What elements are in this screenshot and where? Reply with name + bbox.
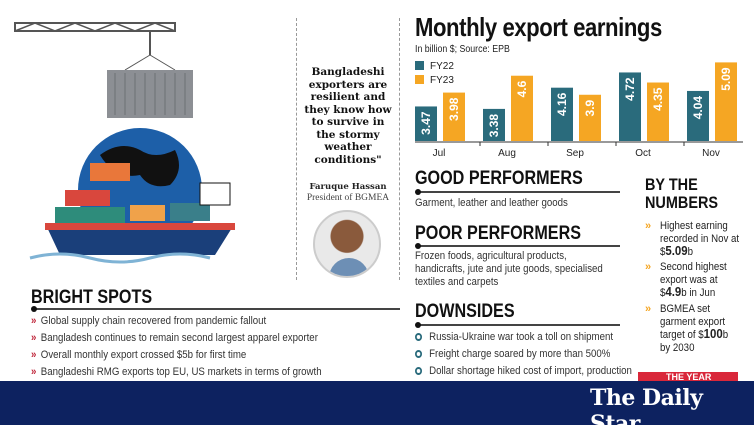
bar-fy23-nov <box>715 62 737 141</box>
legend-swatch <box>415 75 424 84</box>
bright-item: » Overall monthly export crossed $5b for … <box>31 349 246 361</box>
poor-line-1: Frozen foods, agricultural products, <box>415 250 567 262</box>
number-value: 5.09 <box>665 243 688 258</box>
good-rule <box>415 189 620 195</box>
chevron-right-icon: » <box>645 220 652 232</box>
bar-chart: FY22 FY23 3.47 3.98 Jul 3.38 4.6 Aug 4.16 3.9 Sep 4… <box>415 61 743 159</box>
bright-item: » Global supply chain recovered from pand… <box>31 315 266 327</box>
downside-item: Russia-Ukraine war took a toll on shipme… <box>415 331 613 343</box>
number-suffix: b <box>687 246 694 258</box>
number-text: BGMEA set <box>660 303 711 315</box>
bright-text: Overall monthly export crossed $5b for f… <box>40 349 247 361</box>
number-item: » Second highest export was at $4.9b in … <box>645 261 736 300</box>
bright-item: » Bangladesh continues to remain second l… <box>31 332 318 344</box>
circle-bullet-icon <box>415 333 423 341</box>
x-tick-label: Oct <box>635 148 651 159</box>
bar-value-label: 4.04 <box>691 96 705 120</box>
downside-text: Russia-Ukraine war took a toll on shipme… <box>429 331 614 343</box>
number-suffix: b in Jun <box>681 287 716 299</box>
number-currency: $ <box>660 287 666 299</box>
circle-bullet-icon <box>415 350 423 358</box>
downsides-title: DOWNSIDES <box>415 301 515 322</box>
bar-value-label: 4.72 <box>623 77 637 101</box>
brand-logo: The Daily Star <box>590 385 703 437</box>
author-avatar <box>313 210 381 278</box>
bar-fy22-jul <box>415 106 437 141</box>
number-item: » BGMEA set garment export target of $10… <box>645 303 737 354</box>
chevron-right-icon: » <box>645 303 652 315</box>
downside-text: Freight charge soared by more than 500% <box>429 348 611 360</box>
bar-fy23-oct <box>647 82 669 141</box>
numbers-title-2: NUMBERS <box>645 193 719 212</box>
legend-swatch <box>415 61 424 70</box>
downside-item: Freight charge soared by more than 500% <box>415 348 610 360</box>
downsides-rule <box>415 322 620 328</box>
bar-value-label: 4.35 <box>651 87 665 111</box>
bar-fy22-sep <box>551 87 573 141</box>
quote-author-role: President of BGMEA <box>306 193 390 203</box>
numbers-title-1: BY THE <box>645 175 698 194</box>
bar-fy22-oct <box>619 72 641 141</box>
bright-item: » Bangladeshi RMG exports top EU, US mark… <box>31 366 322 378</box>
quote-divider-right <box>399 18 400 280</box>
number-suffix: b <box>722 329 729 341</box>
bright-text: Bangladesh continues to remain second la… <box>40 332 318 344</box>
chart-title: Monthly export earnings <box>415 12 662 42</box>
chevron-right-icon: » <box>31 332 37 344</box>
bar-fy23-sep <box>579 94 601 141</box>
number-item: » Highest earning recorded in Nov at $5.… <box>645 220 750 259</box>
quote-author: Faruque Hassan <box>309 182 387 192</box>
bright-spots-title: BRIGHT SPOTS <box>31 287 153 308</box>
x-tick-label: Jul <box>433 148 446 159</box>
shipping-illustration <box>14 22 235 264</box>
chevron-right-icon: » <box>31 349 37 361</box>
bar-fy22-aug <box>483 108 505 141</box>
good-performers-title: GOOD PERFORMERS <box>415 168 583 189</box>
bar-value-label: 3.47 <box>419 111 433 135</box>
chevron-right-icon: » <box>31 366 37 378</box>
number-text: garment export <box>660 315 726 328</box>
chevron-right-icon: » <box>31 315 37 327</box>
circle-bullet-icon <box>415 367 423 375</box>
good-performers-text: Garment, leather and leather goods <box>415 197 568 209</box>
bar-value-label: 4.16 <box>555 92 569 116</box>
number-text: Second highest <box>660 261 727 273</box>
poor-line-2: handicrafts, jute and jute goods, specia… <box>415 263 603 275</box>
bar-value-label: 3.98 <box>447 97 461 121</box>
x-tick-label: Sep <box>566 148 584 159</box>
bar-fy22-nov <box>687 90 709 141</box>
number-text: by 2030 <box>660 341 695 354</box>
number-text: recorded in Nov at <box>660 232 740 245</box>
bright-rule <box>31 306 400 312</box>
x-tick-label: Nov <box>702 148 720 159</box>
poor-rule <box>415 243 620 249</box>
number-value: 100 <box>703 326 723 341</box>
footer-bar <box>0 381 754 425</box>
x-tick-label: Aug <box>498 148 516 159</box>
bright-text: Bangladeshi RMG exports top EU, US marke… <box>40 366 322 378</box>
bar-fy23-jul <box>443 92 465 141</box>
year-badge-text: THE YEAR <box>666 372 712 382</box>
bar-value-label: 3.38 <box>487 114 501 138</box>
legend-label: FY22 <box>430 61 454 72</box>
chart-subtitle: In billion $; Source: EPB <box>415 44 510 55</box>
bar-value-label: 5.09 <box>719 67 733 91</box>
number-text: target of $ <box>660 329 704 341</box>
downside-item: Dollar shortage hiked cost of import, pr… <box>415 365 632 377</box>
bright-text: Global supply chain recovered from pande… <box>40 315 267 327</box>
legend-label: FY23 <box>430 75 454 86</box>
poor-line-3: textiles and carpets <box>415 276 499 288</box>
downside-text: Dollar shortage hiked cost of import, pr… <box>429 365 632 377</box>
chevron-right-icon: » <box>645 261 652 273</box>
bar-value-label: 4.6 <box>515 80 529 97</box>
poor-performers-title: POOR PERFORMERS <box>415 223 582 244</box>
bar-value-label: 3.9 <box>583 99 597 116</box>
quote-divider-left <box>296 18 297 280</box>
number-currency: $ <box>660 246 666 258</box>
number-value: 4.9 <box>665 284 682 299</box>
number-text: export was at <box>660 273 718 286</box>
quote-text: Bangladeshi exporters are resilient and … <box>304 66 392 166</box>
bar-fy23-aug <box>511 75 533 141</box>
number-text: Highest earning <box>660 220 728 232</box>
